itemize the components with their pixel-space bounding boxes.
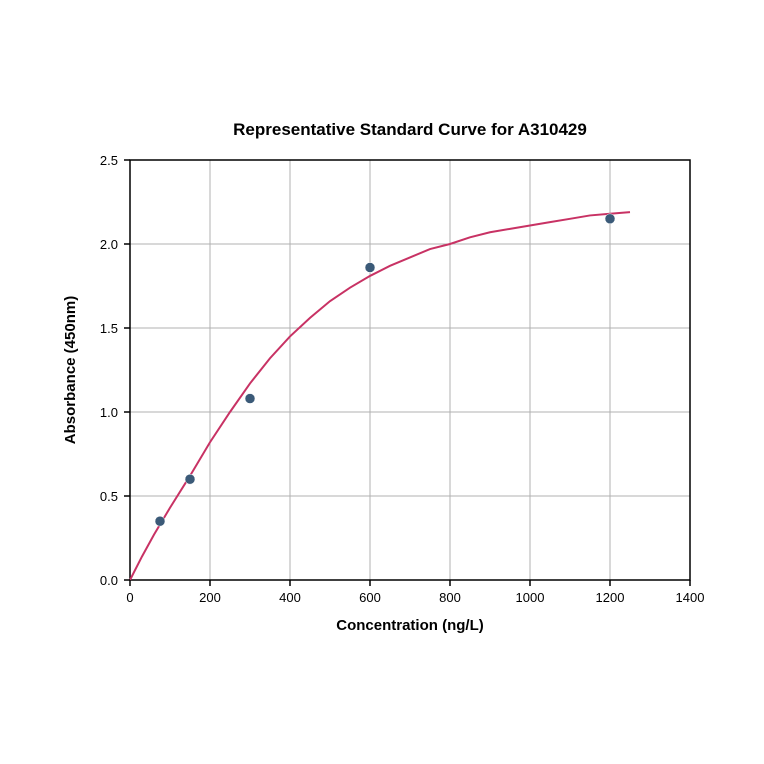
data-point bbox=[365, 263, 375, 273]
x-tick-label: 1200 bbox=[596, 590, 625, 605]
y-tick-label: 0.0 bbox=[100, 573, 118, 588]
plot-border bbox=[130, 160, 690, 580]
fitted-curve bbox=[130, 212, 630, 580]
y-axis-label: Absorbance (450nm) bbox=[62, 296, 79, 444]
x-tick-label: 400 bbox=[279, 590, 301, 605]
data-point bbox=[185, 474, 195, 484]
chart-svg: Representative Standard Curve for A31042… bbox=[0, 0, 764, 764]
y-tick-label: 2.0 bbox=[100, 237, 118, 252]
x-tick-label: 1000 bbox=[516, 590, 545, 605]
x-tick-label: 1400 bbox=[676, 590, 705, 605]
grid-lines bbox=[130, 160, 690, 580]
x-tick-label: 800 bbox=[439, 590, 461, 605]
x-tick-label: 200 bbox=[199, 590, 221, 605]
data-point bbox=[155, 516, 165, 526]
chart-container: Representative Standard Curve for A31042… bbox=[0, 0, 764, 764]
y-tick-label: 1.0 bbox=[100, 405, 118, 420]
y-tick-label: 2.5 bbox=[100, 153, 118, 168]
y-tick-label: 1.5 bbox=[100, 321, 118, 336]
data-point bbox=[245, 394, 255, 404]
chart-title: Representative Standard Curve for A31042… bbox=[233, 120, 587, 139]
x-axis-ticks: 0 200 400 600 800 1000 1200 1400 bbox=[126, 580, 704, 605]
data-points bbox=[155, 214, 615, 526]
x-axis-label: Concentration (ng/L) bbox=[336, 617, 483, 634]
plot-area: 0 200 400 600 800 1000 1200 1400 0.0 0.5 1.0 1.5 2.… bbox=[100, 153, 705, 605]
x-tick-label: 600 bbox=[359, 590, 381, 605]
data-point bbox=[605, 214, 615, 224]
y-axis-ticks: 0.0 0.5 1.0 1.5 2.0 2.5 bbox=[100, 153, 130, 588]
y-tick-label: 0.5 bbox=[100, 489, 118, 504]
x-tick-label: 0 bbox=[126, 590, 133, 605]
